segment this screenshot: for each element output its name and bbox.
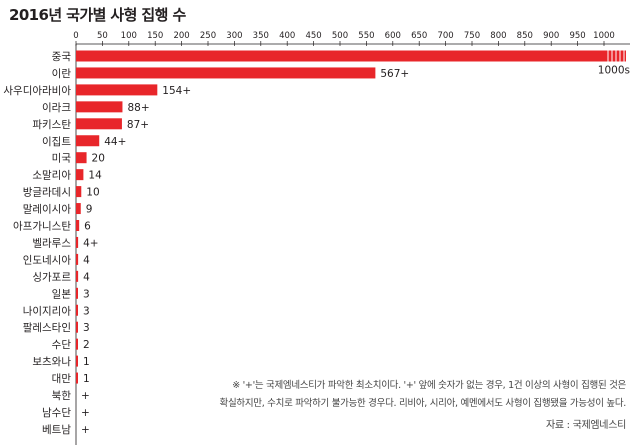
bar bbox=[76, 152, 87, 164]
bar bbox=[76, 304, 78, 316]
category-label: 이라크 bbox=[42, 102, 71, 114]
category-label: 일본 bbox=[52, 287, 72, 300]
value-label: 3 bbox=[83, 288, 90, 300]
x-tick-label: 450 bbox=[305, 31, 321, 41]
value-label: 3 bbox=[83, 305, 90, 317]
category-label: 인도네시아 bbox=[23, 254, 72, 266]
x-tick-label: 0 bbox=[73, 31, 78, 41]
category-label: 아프가니스탄 bbox=[13, 221, 71, 233]
category-label: 나이지리아 bbox=[23, 305, 72, 317]
chart-title: 2016년 국가별 사형 집행 수 bbox=[9, 6, 186, 24]
category-label: 북한 bbox=[52, 390, 72, 402]
bar bbox=[76, 253, 79, 265]
category-label: 싱가포르 bbox=[32, 271, 71, 283]
x-tick-label: 150 bbox=[147, 31, 163, 41]
category-label: 파키스탄 bbox=[32, 119, 71, 131]
bar bbox=[76, 101, 123, 113]
value-label: 2 bbox=[83, 339, 90, 351]
bar bbox=[76, 135, 100, 147]
bar bbox=[76, 287, 78, 299]
bar bbox=[76, 355, 78, 367]
x-tick-label: 700 bbox=[437, 31, 453, 41]
value-label: 87+ bbox=[127, 119, 149, 131]
value-label: 1 bbox=[83, 356, 90, 368]
value-label: 14 bbox=[88, 170, 102, 182]
value-label: 3 bbox=[83, 322, 90, 334]
bar bbox=[76, 169, 84, 181]
value-label: + bbox=[81, 424, 90, 436]
category-label: 수단 bbox=[52, 339, 72, 351]
value-label: + bbox=[81, 407, 90, 419]
x-tick-label: 750 bbox=[464, 31, 480, 41]
value-label: 88+ bbox=[127, 102, 149, 114]
category-label: 방글라데시 bbox=[23, 187, 71, 199]
value-label: 9 bbox=[86, 204, 93, 216]
value-label: 20 bbox=[92, 153, 105, 165]
value-label: + bbox=[81, 390, 90, 402]
bar bbox=[76, 203, 81, 215]
x-tick-label: 1000 bbox=[593, 31, 615, 41]
category-label: 대만 bbox=[52, 373, 72, 385]
x-tick-label: 900 bbox=[543, 31, 559, 41]
bar bbox=[76, 118, 122, 130]
value-label: 1 bbox=[83, 373, 90, 385]
bar bbox=[76, 338, 78, 350]
value-label: 6 bbox=[84, 221, 91, 233]
x-tick-label: 100 bbox=[121, 31, 137, 41]
bar bbox=[76, 220, 80, 231]
category-label: 남수단 bbox=[42, 407, 71, 419]
x-tick-label: 500 bbox=[332, 31, 348, 41]
category-label: 중국 bbox=[52, 51, 72, 63]
x-tick-label: 200 bbox=[173, 31, 189, 41]
x-tick-label: 550 bbox=[358, 31, 374, 41]
category-label: 베트남 bbox=[42, 424, 71, 436]
category-label: 보츠와나 bbox=[32, 356, 71, 368]
bar bbox=[76, 84, 158, 96]
value-label: 154+ bbox=[162, 85, 191, 97]
source-note: 자료 : 국제엠네스티 bbox=[545, 420, 626, 431]
x-tick-label: 600 bbox=[385, 31, 401, 41]
bar bbox=[76, 236, 79, 248]
category-label: 이란 bbox=[52, 68, 72, 80]
x-tick-label: 950 bbox=[569, 31, 585, 41]
bar bbox=[76, 186, 82, 198]
value-label: 4 bbox=[83, 271, 90, 283]
category-label: 팔레스타인 bbox=[23, 322, 71, 334]
footnote-line-2: 확실하지만, 수치로 파악하기 불가능한 경우다. 리비아, 시리아, 예멘에서… bbox=[219, 398, 627, 409]
value-label: 567+ bbox=[380, 68, 409, 80]
x-tick-label: 50 bbox=[97, 31, 108, 41]
value-label: 4+ bbox=[83, 237, 98, 249]
bar bbox=[76, 372, 78, 384]
value-label: 10 bbox=[86, 187, 99, 199]
category-label: 말레이시아 bbox=[23, 204, 72, 216]
category-label: 소말리아 bbox=[32, 170, 71, 182]
x-tick-label: 250 bbox=[200, 31, 216, 41]
x-tick-label: 650 bbox=[411, 31, 427, 41]
category-label: 미국 bbox=[52, 153, 72, 165]
bar bbox=[76, 270, 79, 282]
bar bbox=[76, 321, 78, 333]
value-label: 44+ bbox=[104, 136, 126, 148]
x-tick-label: 850 bbox=[517, 31, 533, 41]
bar bbox=[76, 67, 376, 79]
category-label: 벨라루스 bbox=[32, 237, 71, 249]
category-label: 이집트 bbox=[42, 136, 71, 148]
bar bbox=[76, 50, 626, 62]
x-tick-label: 350 bbox=[253, 31, 269, 41]
x-tick-label: 400 bbox=[279, 31, 295, 41]
x-tick-label: 300 bbox=[226, 31, 242, 41]
value-label: 1000s bbox=[598, 65, 630, 77]
category-label: 사우디아라비아 bbox=[3, 85, 71, 97]
x-tick-label: 800 bbox=[490, 31, 506, 41]
footnote-line-1: ※ '+'는 국제엠네스티가 파악한 최소치이다. '+' 앞에 숫자가 없는 … bbox=[232, 380, 626, 391]
value-label: 4 bbox=[83, 254, 90, 266]
